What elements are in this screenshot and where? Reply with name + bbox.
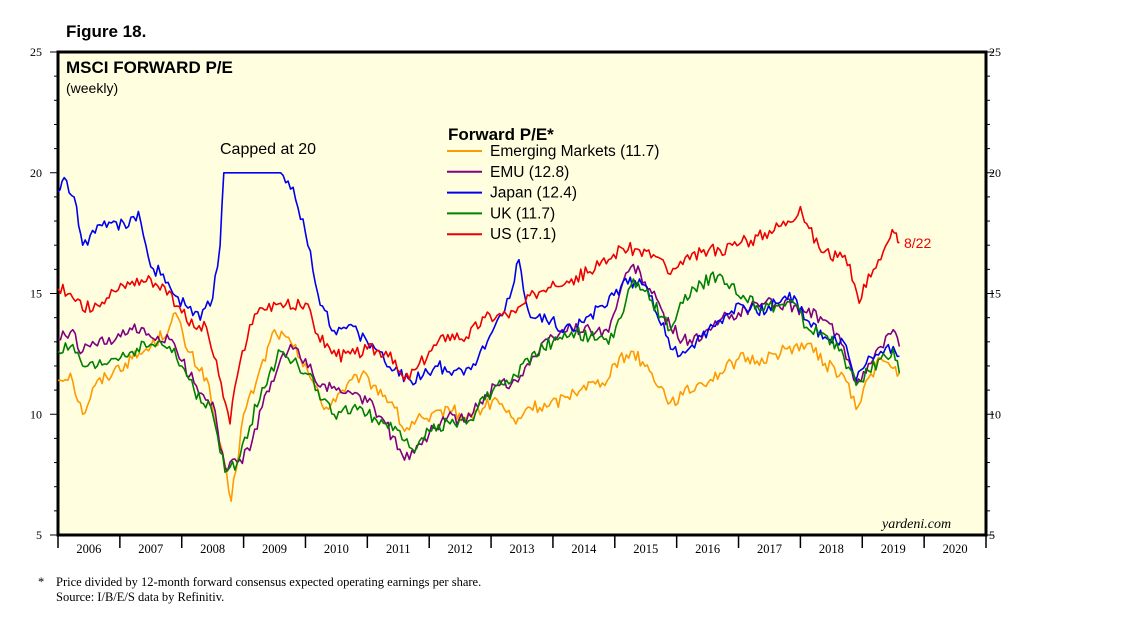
footnote-source: Source: I/B/E/S data by Refinitiv. bbox=[56, 590, 225, 604]
watermark: yardeni.com bbox=[880, 517, 951, 532]
y-tick-label-left: 20 bbox=[30, 166, 42, 180]
x-tick-label: 2011 bbox=[386, 542, 411, 556]
x-tick-label: 2017 bbox=[757, 542, 782, 556]
y-tick-label-right: 20 bbox=[989, 166, 1001, 180]
x-tick-label: 2008 bbox=[200, 542, 225, 556]
x-tick-label: 2019 bbox=[881, 542, 906, 556]
x-tick-label: 2009 bbox=[262, 542, 287, 556]
chart-subtitle: (weekly) bbox=[66, 80, 118, 96]
x-tick-label: 2010 bbox=[324, 542, 349, 556]
legend-label: UK (11.7) bbox=[490, 205, 555, 222]
x-tick-label: 2013 bbox=[510, 542, 535, 556]
y-tick-label-left: 15 bbox=[30, 287, 42, 301]
chart-title: MSCI FORWARD P/E bbox=[66, 58, 233, 77]
x-tick-label: 2015 bbox=[633, 542, 658, 556]
footnote: * Price divided by 12-month forward conse… bbox=[38, 575, 481, 605]
legend-label: Japan (12.4) bbox=[490, 185, 577, 202]
series-line-4 bbox=[57, 205, 900, 425]
x-tick-label: 2007 bbox=[138, 542, 163, 556]
footnote-text: Price divided by 12-month forward consen… bbox=[56, 575, 482, 589]
y-tick-label-right: 5 bbox=[989, 528, 995, 542]
x-tick-label: 2018 bbox=[819, 542, 844, 556]
y-tick-label-right: 15 bbox=[989, 287, 1001, 301]
legend-title: Forward P/E* bbox=[448, 125, 554, 144]
series-line-2 bbox=[57, 172, 900, 386]
y-tick-label-right: 10 bbox=[989, 407, 1001, 421]
capped-annotation: Capped at 20 bbox=[220, 141, 316, 158]
legend-label: Emerging Markets (11.7) bbox=[490, 143, 659, 160]
legend-label: EMU (12.8) bbox=[490, 164, 569, 181]
footnote-marker: * bbox=[38, 575, 45, 589]
series-line-3 bbox=[57, 271, 901, 474]
x-tick-label: 2012 bbox=[448, 542, 473, 556]
series-line-0 bbox=[57, 311, 901, 503]
legend: Forward P/E* Emerging Markets (11.7) EMU … bbox=[447, 125, 659, 243]
x-tick-label: 2020 bbox=[943, 542, 968, 556]
x-tick-label: 2016 bbox=[695, 542, 720, 556]
figure-label: Figure 18. bbox=[66, 22, 147, 41]
y-tick-label-left: 5 bbox=[36, 528, 42, 542]
y-tick-label-left: 10 bbox=[30, 407, 42, 421]
end-date-label: 8/22 bbox=[904, 235, 931, 251]
y-tick-label-left: 25 bbox=[30, 45, 42, 59]
legend-label: US (17.1) bbox=[490, 226, 556, 243]
x-tick-label: 2006 bbox=[76, 542, 101, 556]
x-tick-label: 2014 bbox=[571, 542, 597, 556]
series-lines bbox=[57, 172, 901, 503]
y-tick-label-right: 25 bbox=[989, 45, 1001, 59]
